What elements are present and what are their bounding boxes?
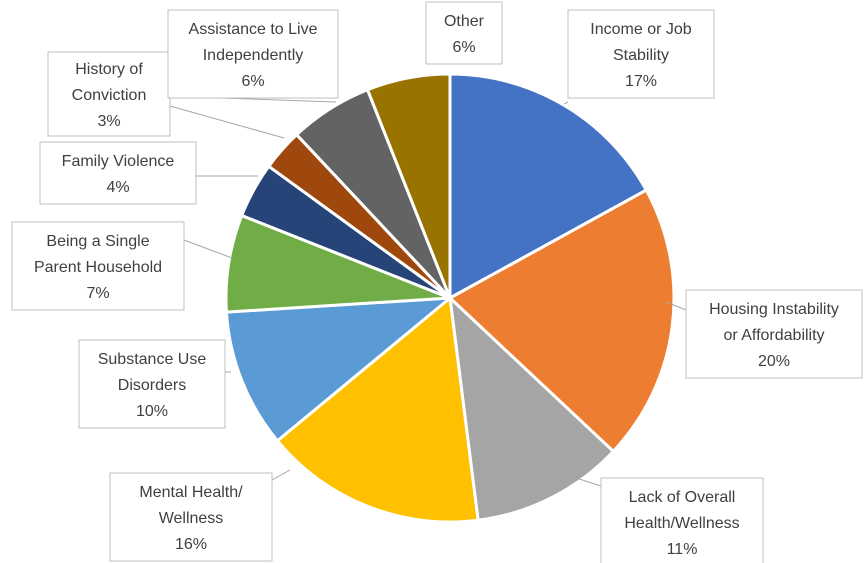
data-label-category: Other: [444, 13, 485, 30]
data-label-category: Conviction: [72, 87, 147, 104]
data-label-0: Income or Job Stability 17%: [567, 9, 715, 99]
data-label-box: [567, 9, 715, 99]
data-label-category: or Affordability: [723, 327, 824, 344]
pie-slice-4: [224, 296, 455, 443]
leader-line-1: [665, 301, 687, 311]
data-label-category: Lack of Overall: [629, 489, 736, 506]
pie-slices: [224, 72, 676, 524]
data-label-value: 7%: [86, 285, 109, 302]
data-label-category: Substance Use: [98, 351, 207, 368]
data-label-box: [11, 221, 185, 311]
data-label-value: 6%: [241, 73, 264, 90]
data-label-category: Health/Wellness: [624, 515, 739, 532]
pie-slice-3: [275, 295, 480, 524]
data-label-2: Lack of Overall Health/Wellness 11%: [600, 477, 764, 563]
data-labels: Income or Job Stability 17% Housing Instabi…: [11, 1, 863, 563]
leader-line-2: [575, 477, 602, 487]
data-label-box: [47, 51, 171, 137]
data-label-category: Wellness: [159, 510, 224, 527]
data-label-9: Other 6%: [425, 1, 503, 65]
data-label-category: Disorders: [118, 377, 186, 394]
data-label-category: Income or Job: [590, 21, 691, 38]
data-label-value: 16%: [175, 536, 207, 553]
data-label-category: Assistance to Live: [189, 21, 318, 38]
data-label-3: Mental Health/Wellness 16%: [109, 472, 273, 562]
data-label-6: Family Violence 4%: [39, 141, 197, 205]
data-label-category: Being a Single: [46, 233, 149, 250]
leader-line-0: [563, 101, 569, 105]
data-label-value: 11%: [667, 541, 698, 558]
data-label-value: 20%: [758, 353, 790, 370]
pie-slice-0: [448, 72, 649, 301]
data-label-4: Substance Use Disorders 10%: [78, 339, 226, 429]
data-label-value: 17%: [625, 73, 657, 90]
data-label-box: [425, 1, 503, 65]
data-label-category: History of: [75, 61, 143, 78]
data-label-value: 6%: [452, 39, 475, 56]
data-label-category: Parent Household: [34, 259, 162, 276]
data-label-category: Family Violence: [62, 153, 175, 170]
data-label-box: [109, 472, 273, 562]
data-label-7: History of Conviction 3%: [47, 51, 171, 137]
data-label-category: Mental Health/: [139, 484, 243, 501]
data-label-value: 4%: [106, 179, 129, 196]
data-label-value: 3%: [97, 113, 120, 130]
data-label-box: [600, 477, 764, 563]
data-label-1: Housing Instability or Affordability 20%: [685, 289, 863, 379]
data-label-5: Being a Single Parent Household 7%: [11, 221, 185, 311]
data-label-category: Housing Instability: [709, 301, 839, 318]
leader-line-8: [221, 97, 337, 103]
data-label-category: Stability: [613, 47, 669, 64]
data-label-box: [39, 141, 197, 205]
data-label-8: Assistance to Live Independently 6%: [167, 9, 339, 99]
data-label-box: [167, 9, 339, 99]
data-label-box: [685, 289, 863, 379]
data-label-box: [78, 339, 226, 429]
data-label-value: 10%: [136, 403, 168, 420]
pie-slice-2: [447, 294, 616, 522]
leader-line-7: [169, 105, 285, 139]
leader-line-5: [183, 239, 233, 259]
leader-line-3: [271, 469, 291, 481]
data-label-category: Independently: [203, 47, 304, 64]
pie-slice-9: [365, 72, 452, 299]
pie-slice-1: [447, 188, 676, 454]
leader-lines: [169, 97, 687, 487]
